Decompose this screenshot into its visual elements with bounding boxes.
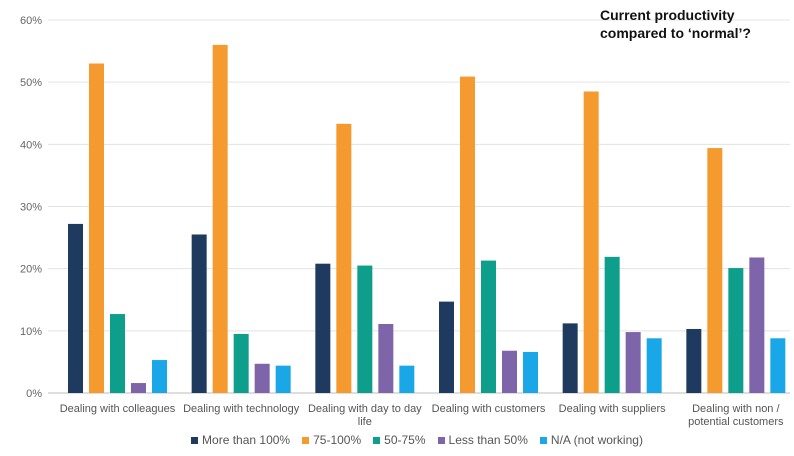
y-tick-label: 0% — [26, 388, 42, 400]
chart-title-line-1: Current productivity — [600, 7, 735, 23]
legend-label: Less than 50% — [448, 433, 528, 447]
bar — [315, 263, 331, 393]
chart-title-line-2: compared to ‘normal’? — [600, 25, 751, 41]
bar — [439, 301, 454, 393]
x-tick-label: Dealing with suppliers — [559, 403, 666, 415]
bar — [212, 44, 228, 393]
bar — [646, 338, 662, 393]
legend-label: 75-100% — [313, 433, 362, 447]
legend-item: N/A (not working) — [539, 433, 643, 447]
bar — [523, 351, 538, 393]
bar — [749, 257, 765, 393]
bar — [770, 338, 786, 393]
bar — [131, 383, 146, 393]
gridlines — [48, 19, 790, 394]
bar — [233, 333, 249, 393]
legend-item: More than 100% — [191, 433, 290, 447]
x-tick-label: Dealing with customers — [432, 403, 546, 415]
bar — [502, 350, 517, 393]
legend-item: 50-75% — [373, 433, 426, 447]
bar — [399, 365, 415, 393]
y-tick-label: 50% — [20, 77, 42, 89]
x-tick-label: Dealing with non / potential customers — [688, 403, 784, 428]
bar — [336, 123, 352, 394]
bar — [89, 63, 104, 394]
legend-label: More than 100% — [202, 433, 291, 447]
legend-item: 75-100% — [302, 433, 361, 447]
bar — [275, 365, 291, 393]
bar — [625, 332, 641, 393]
bar — [686, 328, 702, 393]
bar — [604, 256, 620, 393]
x-axis-ticks: Dealing with colleagues Dealing with tech… — [60, 403, 784, 428]
legend-swatch — [373, 436, 381, 444]
bar — [357, 265, 373, 393]
y-tick-label: 60% — [20, 15, 42, 27]
legend-swatch — [302, 436, 310, 444]
bar — [728, 268, 744, 393]
bar — [378, 323, 394, 393]
legend-label: N/A (not working) — [550, 433, 643, 447]
bar — [110, 314, 125, 393]
bar — [254, 363, 270, 393]
legend: More than 100% 75-100% 50-75% Less than 50%… — [0, 433, 794, 447]
y-tick-label: 30% — [20, 202, 42, 214]
chart-title: Current productivity compared to ‘normal… — [600, 6, 790, 42]
y-tick-label: 40% — [20, 139, 42, 151]
legend-swatch — [539, 436, 547, 444]
bar — [707, 148, 723, 393]
y-axis-ticks: 0% 10% 20% 30% 40% 50% 60% — [20, 15, 42, 400]
y-tick-label: 10% — [20, 326, 42, 338]
legend-swatch — [437, 436, 445, 444]
bar — [68, 223, 83, 393]
bar — [152, 360, 167, 393]
x-tick-label: Dealing with technology — [183, 403, 300, 415]
bar — [583, 91, 599, 393]
legend-swatch — [191, 436, 199, 444]
legend-label: 50-75% — [384, 433, 426, 447]
x-tick-label: Dealing with day to day life — [308, 403, 422, 428]
bar — [562, 323, 578, 393]
bar — [481, 260, 496, 393]
bars — [68, 44, 786, 394]
x-tick-label: Dealing with colleagues — [60, 403, 176, 415]
y-tick-label: 20% — [20, 264, 42, 276]
legend-item: Less than 50% — [437, 433, 528, 447]
bar — [191, 234, 207, 393]
bar — [460, 76, 475, 394]
